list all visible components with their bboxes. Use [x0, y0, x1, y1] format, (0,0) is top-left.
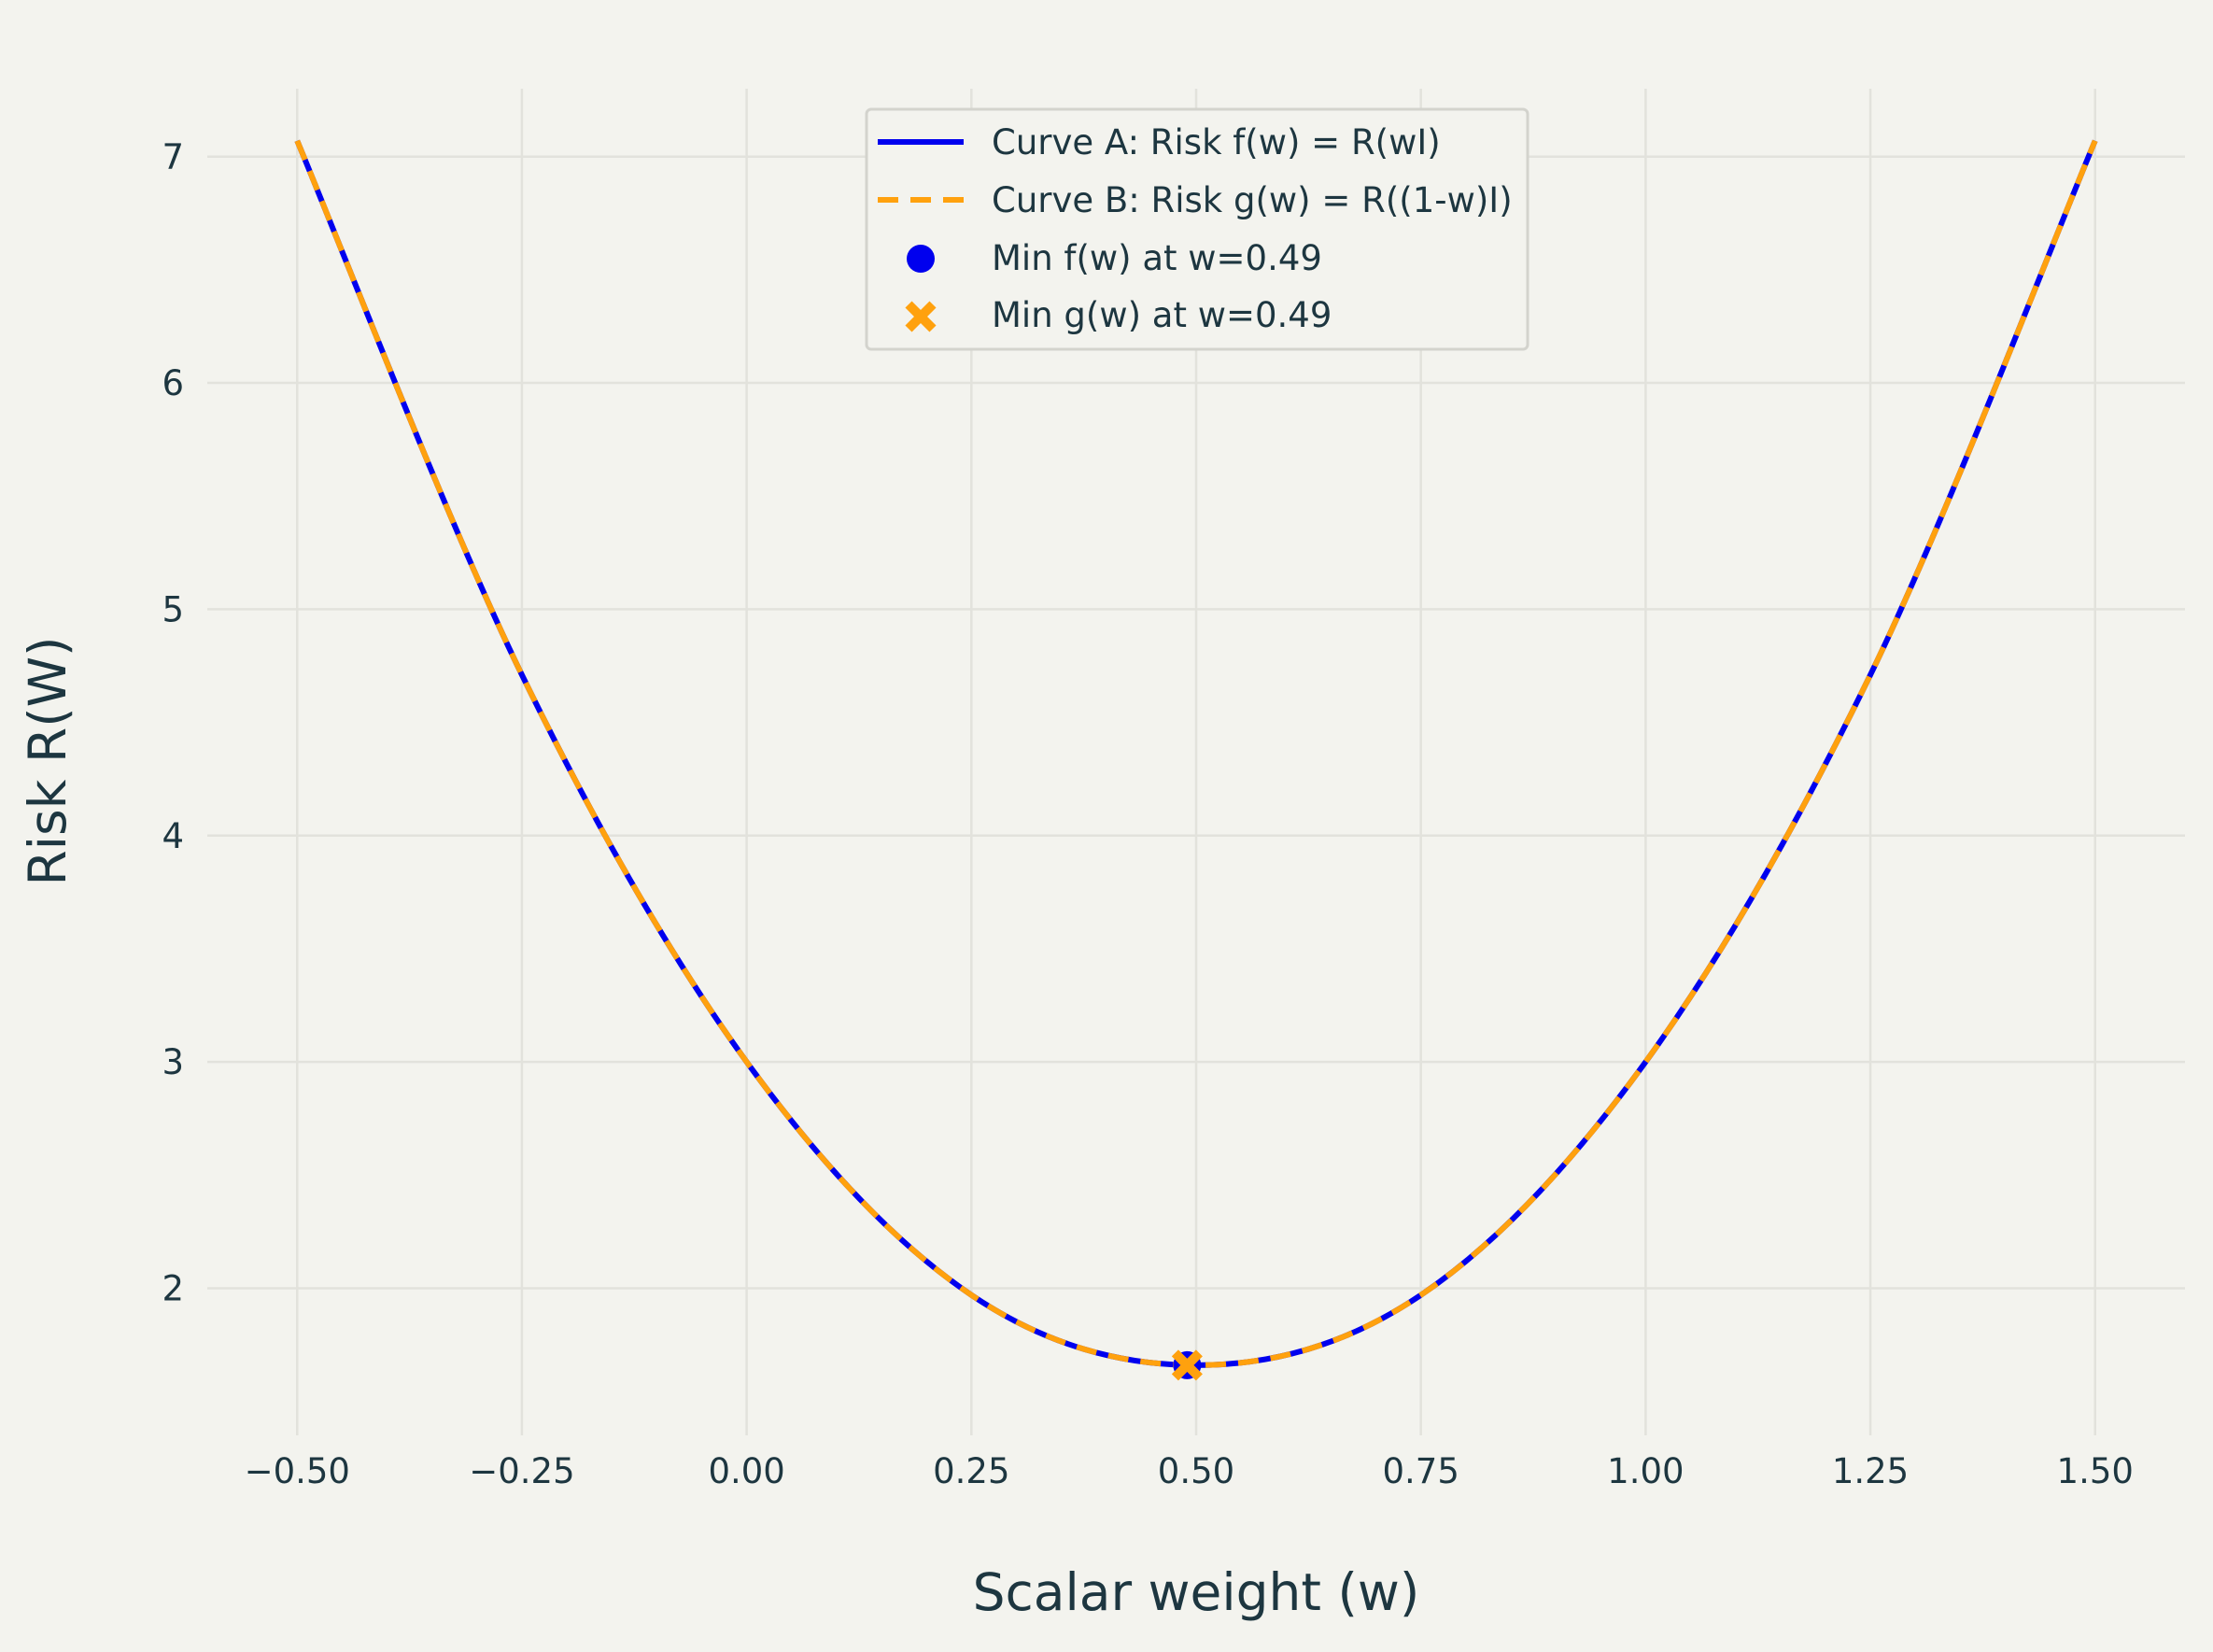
legend: Curve A: Risk f(w) = R(wI) Curve B: Risk…	[865, 107, 1529, 351]
legend-marker-min-g	[905, 301, 937, 332]
y-tick-label: 7	[162, 137, 184, 177]
y-axis-title: Risk R(W)	[18, 637, 78, 886]
x-tick-label: 1.25	[1832, 1451, 1909, 1491]
x-tick-label: 0.00	[708, 1451, 784, 1491]
legend-box	[865, 107, 1529, 351]
legend-label-curve-a: Curve A: Risk f(w) = R(wI)	[992, 122, 1441, 162]
legend-label-min-g: Min g(w) at w=0.49	[992, 295, 1332, 335]
legend-label-min-f: Min f(w) at w=0.49	[992, 238, 1322, 278]
y-tick-label: 4	[162, 816, 184, 856]
x-tick-label: 1.00	[1607, 1451, 1684, 1491]
x-tick-label: −0.50	[245, 1451, 350, 1491]
x-tick-label: 1.50	[2057, 1451, 2134, 1491]
legend-label-curve-b: Curve B: Risk g(w) = R((1-w)I)	[992, 180, 1513, 220]
y-tick-label: 5	[162, 589, 184, 629]
x-tick-label: 0.75	[1382, 1451, 1459, 1491]
y-tick-label: 3	[162, 1042, 184, 1082]
x-axis-title: Scalar weight (w)	[973, 1562, 1420, 1622]
legend-marker-min-f	[907, 245, 935, 273]
x-tick-label: 0.50	[1158, 1451, 1234, 1491]
y-tick-label: 2	[162, 1268, 184, 1308]
min-g-marker	[1171, 1349, 1203, 1381]
y-tick-label: 6	[162, 363, 184, 403]
x-tick-label: −0.25	[469, 1451, 574, 1491]
y-tick-labels: 2 3 4 5 6 7	[162, 137, 184, 1309]
series-line-curve-b	[294, 139, 2098, 1368]
marker-layer	[1171, 1349, 1203, 1381]
x-tick-label: 0.25	[933, 1451, 1009, 1491]
x-tick-labels: −0.50 −0.25 0.00 0.25 0.50 0.75 1.00 1.25 1.50	[245, 1451, 2134, 1491]
